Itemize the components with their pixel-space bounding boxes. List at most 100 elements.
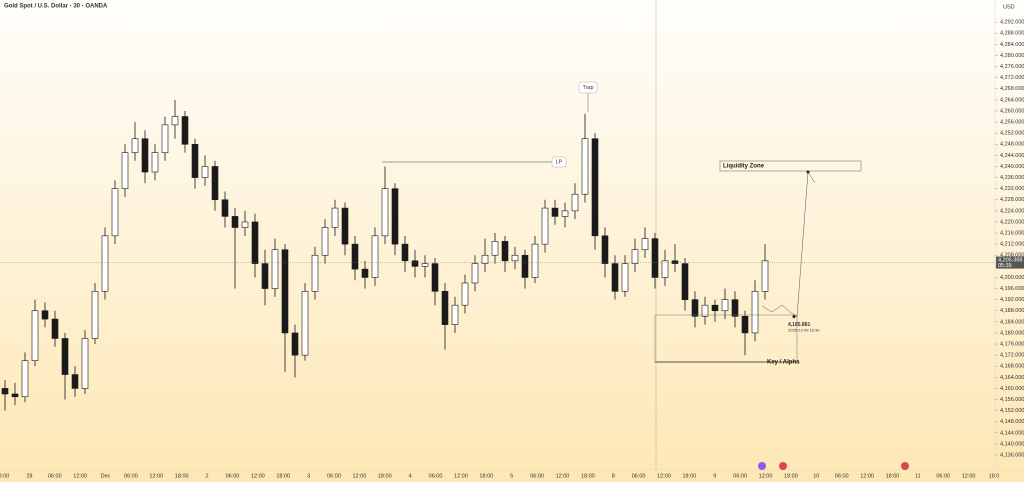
y-tick-label: 4,260.000: [1000, 108, 1024, 114]
y-tick-label: 4,188.000: [1000, 308, 1024, 314]
key-alpha-label: Key / Alpha: [767, 360, 800, 366]
y-tick-label: 4,176.000: [1000, 341, 1024, 347]
candle-body: [521, 254, 529, 278]
candle-body: [681, 263, 689, 300]
y-tick-label: 4,292.000: [1000, 20, 1024, 26]
lp-box: [551, 156, 567, 168]
candle-body: [491, 241, 499, 256]
candle-body: [391, 188, 399, 245]
liquidity-zone-label: Liquidity Zone: [723, 164, 765, 170]
y-tick-label: 4,252.000: [1000, 131, 1024, 137]
candle-body: [101, 235, 109, 292]
y-tick-label: 4,160.000: [1000, 386, 1024, 392]
y-tick-label: 4,224.000: [1000, 208, 1024, 214]
x-tick-label: 12:00: [759, 473, 773, 479]
candle-body: [121, 152, 129, 189]
candle-body: [641, 238, 649, 251]
candle-body: [551, 207, 559, 217]
y-tick-label: 4,216.000: [1000, 231, 1024, 237]
x-tick-label: Dec: [101, 473, 111, 479]
candle-body: [111, 188, 119, 237]
x-tick-label: 12:00: [962, 473, 976, 479]
y-tick-label: 4,192.000: [1000, 297, 1024, 303]
y-tick-label: 4,196.000: [1000, 286, 1024, 292]
candle-body: [661, 260, 669, 278]
candle-body: [381, 188, 389, 237]
y-tick-label: 4,148.000: [1000, 419, 1024, 425]
y-tick-label: 4,212.000: [1000, 242, 1024, 248]
x-tick-label: 06:00: [48, 473, 62, 479]
y-tick-label: 4,136.000: [1000, 452, 1024, 458]
trap-box: [578, 81, 598, 94]
candle-body: [401, 243, 409, 262]
countdown-label: 05:35: [998, 263, 1012, 269]
candle-body: [481, 254, 489, 264]
candle-body: [421, 263, 429, 267]
x-tick-label: 18:00: [276, 473, 290, 479]
candle-body: [691, 299, 699, 317]
lp-label: LP: [556, 159, 563, 165]
liquidity-zone: [719, 160, 862, 172]
x-tick-label: 28: [26, 473, 32, 479]
y-tick-label: 4,276.000: [1000, 64, 1024, 70]
x-tick-label: 11: [915, 473, 921, 479]
candle-body: [561, 210, 569, 217]
candle-body: [761, 260, 769, 292]
candle-body: [21, 360, 29, 398]
x-tick-label: 12:00: [251, 473, 265, 479]
candle-body: [81, 338, 89, 389]
x-tick-label: 06:00: [226, 473, 240, 479]
x-tick-label: 8: [612, 473, 615, 479]
candle-body: [461, 282, 469, 306]
candle-body: [441, 291, 449, 325]
y-tick-label: 4,168.000: [1000, 364, 1024, 370]
x-tick-label: 18:00: [683, 473, 697, 479]
candle-body: [591, 138, 599, 237]
x-tick-label: 3: [307, 473, 310, 479]
y-tick-label: 4,180.000: [1000, 330, 1024, 336]
candle-body: [51, 318, 59, 339]
candle-body: [271, 249, 279, 289]
candle-body: [351, 243, 359, 270]
candle-body: [451, 304, 459, 325]
candle-body: [151, 152, 159, 173]
candle-body: [241, 221, 249, 228]
candle-body: [601, 235, 609, 264]
candle-body: [311, 254, 319, 292]
candle-body: [281, 249, 289, 334]
candle-body: [671, 260, 679, 264]
candle-body: [611, 263, 619, 292]
flag-icon[interactable]: [901, 462, 909, 470]
candle-body: [721, 299, 729, 312]
x-tick-label: 5: [510, 473, 513, 479]
event-icon[interactable]: [758, 462, 766, 470]
candle-body: [731, 299, 739, 317]
target-time: 2025-12-09 19:30: [788, 328, 820, 333]
candle-body: [431, 263, 439, 292]
candle-body: [581, 138, 589, 195]
candle-body: [141, 138, 149, 173]
x-tick-label: 4: [409, 473, 412, 479]
candle-body: [11, 393, 19, 398]
trap-label: Trap: [582, 85, 593, 91]
x-tick-label: 12:00: [556, 473, 570, 479]
candle-body: [161, 124, 169, 153]
candle-body: [211, 166, 219, 201]
y-tick-label: 4,264.000: [1000, 97, 1024, 103]
y-tick-label: 4,284.000: [1000, 42, 1024, 48]
x-tick-label: 2: [206, 473, 209, 479]
candle-body: [651, 238, 659, 278]
y-tick-label: 4,236.000: [1000, 175, 1024, 181]
x-tick-label: 10: [813, 473, 819, 479]
y-tick-label: 4,228.000: [1000, 197, 1024, 203]
candle-body: [541, 207, 549, 245]
x-tick-label: 12:00: [73, 473, 87, 479]
candle-body: [31, 310, 39, 361]
candle-body: [1, 388, 9, 395]
target-point: [792, 315, 796, 319]
x-tick-label: 18:00: [886, 473, 900, 479]
flag-icon[interactable]: [779, 462, 787, 470]
y-tick-label: 4,272.000: [1000, 75, 1024, 81]
target-price: 4,185.881: [788, 322, 810, 328]
